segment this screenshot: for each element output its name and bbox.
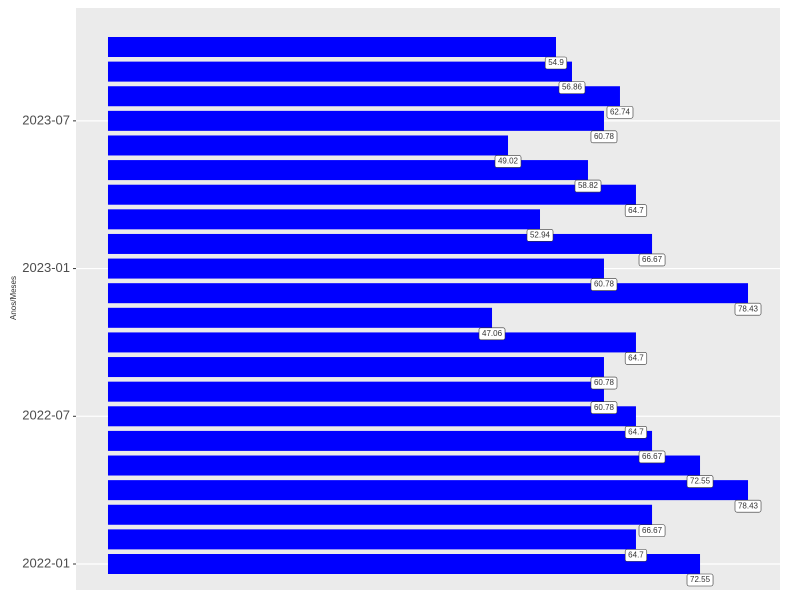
y-axis-title: Anos/Meses xyxy=(9,276,18,320)
y-tick-label: 2022-07 xyxy=(22,408,70,423)
data-label: 58.82 xyxy=(578,181,599,190)
data-label: 64.7 xyxy=(628,427,644,436)
data-label-box xyxy=(624,352,648,365)
data-label: 64.7 xyxy=(628,550,644,559)
bar xyxy=(107,37,556,57)
bar xyxy=(107,110,604,131)
bar xyxy=(107,61,572,82)
data-label-box xyxy=(638,450,666,464)
data-label-box xyxy=(574,179,602,193)
data-label-box xyxy=(638,524,666,538)
data-label: 66.67 xyxy=(642,255,663,264)
bar xyxy=(107,504,653,525)
data-label-box xyxy=(734,302,762,316)
data-label: 62.74 xyxy=(610,107,631,116)
y-tick-label: 2023-07 xyxy=(22,112,70,127)
data-label-box xyxy=(624,204,648,218)
data-label-box xyxy=(624,549,648,562)
bar xyxy=(107,258,604,279)
data-label-box xyxy=(590,401,618,414)
data-label: 78.43 xyxy=(738,501,759,510)
data-label-box xyxy=(638,253,666,267)
data-label-box xyxy=(544,56,568,70)
bar xyxy=(107,332,636,353)
bar xyxy=(107,307,493,328)
bar xyxy=(107,160,588,181)
data-label: 54.9 xyxy=(548,58,564,67)
data-label: 60.78 xyxy=(594,403,615,412)
data-label-box xyxy=(494,155,522,168)
bar xyxy=(107,357,604,378)
data-label-box xyxy=(686,573,714,587)
y-tick-label: 2023-01 xyxy=(22,260,70,275)
data-label-box xyxy=(590,376,618,390)
y-tick-label: 2022-01 xyxy=(22,555,70,570)
bar xyxy=(107,554,701,574)
data-label: 56.86 xyxy=(562,83,583,92)
bar xyxy=(107,455,701,476)
bar xyxy=(107,283,749,304)
data-label-box xyxy=(590,278,618,291)
bar xyxy=(107,233,653,254)
data-label-box xyxy=(590,130,618,144)
data-label: 60.78 xyxy=(594,132,615,141)
data-label-box xyxy=(478,327,506,341)
data-label: 47.06 xyxy=(482,329,503,338)
data-label: 60.78 xyxy=(594,280,615,289)
bar xyxy=(107,135,509,156)
bar xyxy=(107,209,541,230)
data-label-box xyxy=(624,425,648,439)
data-label: 72.55 xyxy=(690,477,711,486)
data-label: 52.94 xyxy=(530,230,551,239)
data-label: 60.78 xyxy=(594,378,615,387)
data-label: 66.67 xyxy=(642,452,663,461)
data-label-box xyxy=(606,105,634,119)
data-label-box xyxy=(526,229,554,242)
data-label-box xyxy=(686,475,714,488)
data-label-box xyxy=(558,81,586,94)
data-label: 64.7 xyxy=(628,354,644,363)
bar xyxy=(107,381,604,402)
bar xyxy=(107,86,620,107)
data-label: 64.7 xyxy=(628,206,644,215)
data-label: 66.67 xyxy=(642,526,663,535)
data-label: 78.43 xyxy=(738,304,759,313)
data-label: 72.55 xyxy=(690,575,711,584)
bar xyxy=(107,480,749,501)
bar xyxy=(107,529,636,550)
bar xyxy=(107,406,636,427)
data-label-box xyxy=(734,499,762,513)
data-label: 49.02 xyxy=(498,157,519,166)
bar xyxy=(107,184,636,205)
bar xyxy=(107,430,653,451)
